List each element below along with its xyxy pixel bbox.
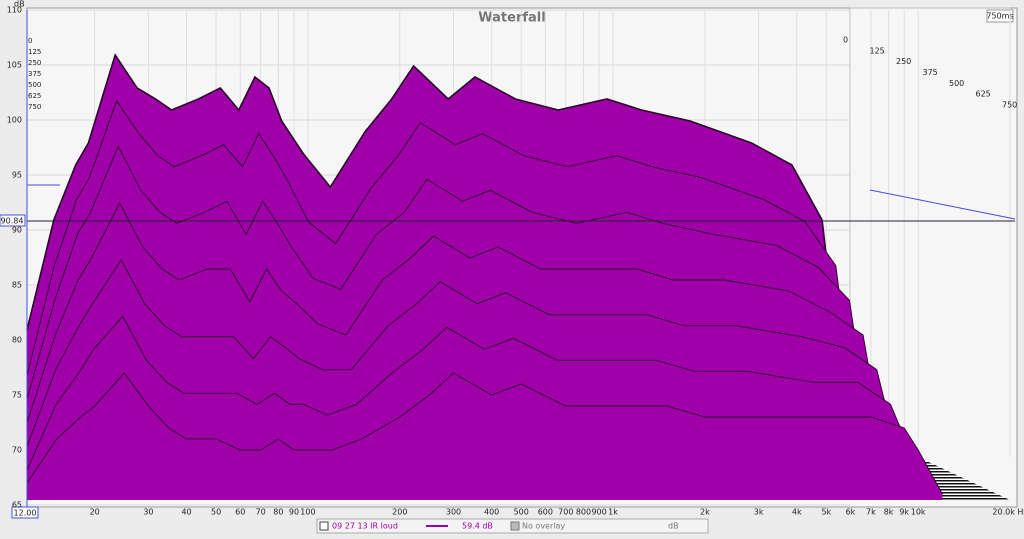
slice-line: [26, 315, 929, 493]
x-tick-label: 400: [484, 508, 499, 517]
z-tick-label: 250: [896, 57, 911, 66]
slice-line: [26, 99, 872, 465]
y-tick-label: 90: [12, 226, 22, 235]
y-unit: dB: [14, 0, 25, 9]
z-tick-label: 625: [976, 90, 991, 99]
cursor-guide: [869, 189, 1016, 220]
legend-level: 59.4 dB: [462, 522, 493, 531]
y-tick-label: 85: [12, 281, 22, 290]
z-tick-label: 125: [28, 48, 41, 56]
x-tick-label: 40: [181, 508, 191, 517]
z-end-label: 750ms: [986, 12, 1013, 21]
y-tick-label: 80: [12, 336, 22, 345]
legend-overlay: No overlay: [522, 522, 565, 531]
z-tick-label: 0: [28, 37, 32, 45]
y-tick-label: 70: [12, 446, 22, 455]
x-tick-label: 70: [256, 508, 266, 517]
x-tick-label: 20: [90, 508, 100, 517]
cursor-y: 90.84: [1, 217, 24, 226]
x-tick-label: 9k: [899, 508, 909, 517]
waterfall: [26, 9, 1011, 506]
legend-checkbox[interactable]: [319, 521, 329, 531]
slice-line: [26, 258, 915, 486]
cursor-x-box: [11, 506, 39, 519]
x-tick-label: 2k: [700, 508, 710, 517]
z-tick-label: 625: [28, 92, 41, 100]
slice-fill: [27, 373, 943, 500]
z-tick-label: 750: [28, 103, 41, 111]
z-tick-label: 500: [949, 79, 964, 88]
legend-name: 09 27 13 IR loud: [332, 522, 398, 531]
legend-unit: dB: [668, 522, 679, 531]
x-tick-label: 600: [538, 508, 553, 517]
x-tick-label: 20.0k Hz: [992, 508, 1024, 517]
x-tick-label: 500: [514, 508, 529, 517]
x-tick-label: 300: [446, 508, 461, 517]
y-tick-label: 100: [7, 116, 22, 125]
x-tick-label: 6k: [846, 508, 856, 517]
x-tick-label: 80: [273, 508, 283, 517]
slice-line: [26, 372, 943, 495]
x-tick-label: 10k: [911, 508, 926, 517]
x-tick-label: 800: [576, 508, 591, 517]
y-tick-label: 65: [12, 501, 22, 510]
x-tick-label: 8k: [884, 508, 894, 517]
x-tick-label: 1k: [608, 508, 618, 517]
z-tick-label: 750: [1002, 101, 1017, 110]
slice-line: [26, 145, 886, 472]
x-tick-label: 5k: [821, 508, 831, 517]
z-tick-label: 125: [870, 46, 885, 55]
x-tick-label: 700: [558, 508, 573, 517]
z-tick-label: 250: [28, 59, 41, 67]
x-tick-label: 900: [591, 508, 606, 517]
y-tick-label: 95: [12, 171, 22, 180]
cursor-y-box: [0, 214, 26, 227]
x-tick-label: 3k: [754, 508, 764, 517]
y-tick-label: 105: [7, 61, 22, 70]
overlay-icon[interactable]: [510, 521, 520, 531]
x-tick-label: 90: [289, 508, 299, 517]
x-tick-label: 7k: [866, 508, 876, 517]
x-tick-label: 60: [235, 508, 245, 517]
cursor-x: 12.00: [14, 509, 37, 518]
z-tick-label: 375: [28, 70, 41, 78]
y-tick-label: 75: [12, 391, 22, 400]
z-tick-label: 375: [923, 68, 938, 77]
slice-line: [26, 202, 900, 479]
slice-line: [26, 53, 858, 458]
x-tick-label: 100: [300, 508, 315, 517]
x-tick-label: 4k: [792, 508, 802, 517]
y-tick-label: 110: [7, 6, 22, 15]
z-tick-label: 500: [28, 81, 41, 89]
z-end-box: [986, 9, 1014, 23]
chart-title: Waterfall: [478, 11, 545, 26]
x-tick-label: 30: [143, 508, 153, 517]
x-tick-label: 200: [392, 508, 407, 517]
z-tick-label: 0: [843, 36, 848, 45]
x-tick-label: 50: [211, 508, 221, 517]
